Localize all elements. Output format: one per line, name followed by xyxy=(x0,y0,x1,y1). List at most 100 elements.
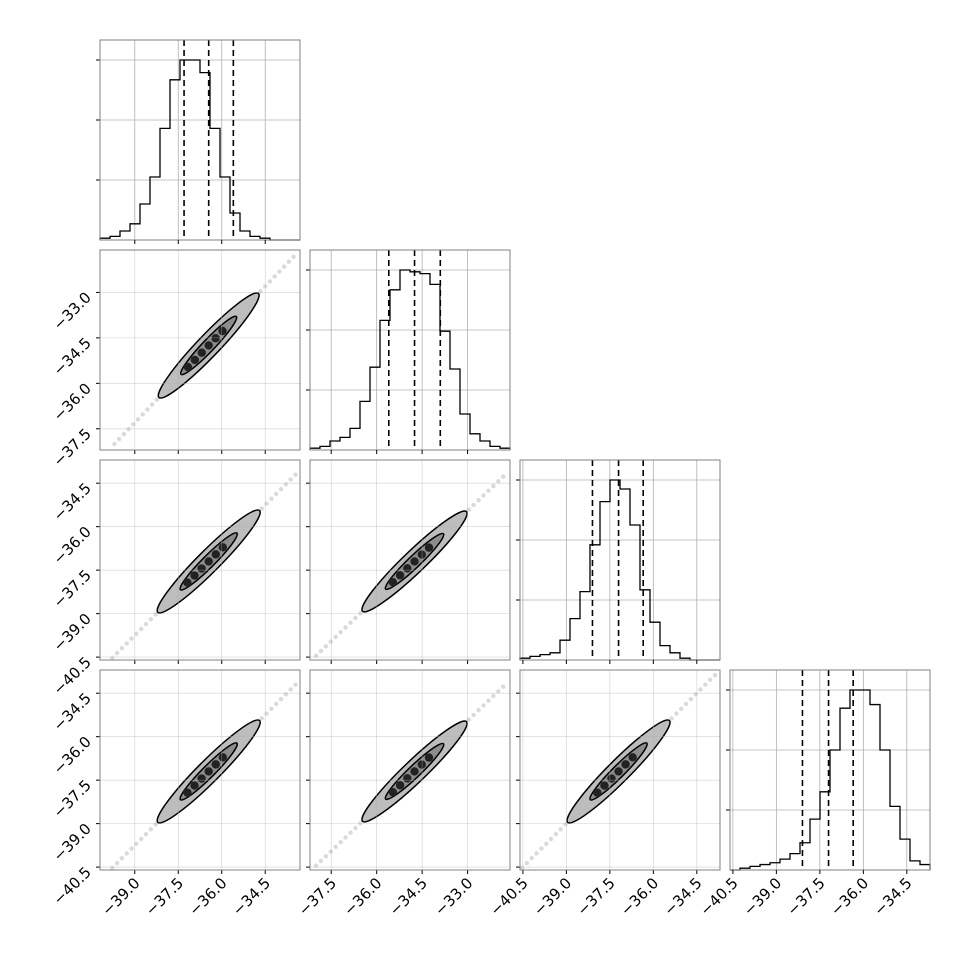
panel-frame xyxy=(99,459,301,661)
x-tick-label: −39.0 xyxy=(98,874,143,919)
histogram-step xyxy=(99,59,300,241)
sample-point xyxy=(476,707,481,713)
sample-point xyxy=(471,712,476,718)
sample-point xyxy=(134,841,139,846)
density-point xyxy=(614,767,623,776)
sample-point xyxy=(466,717,471,722)
sample-point xyxy=(496,689,501,694)
density-point xyxy=(593,788,602,797)
x-tick-label: −37.5 xyxy=(573,874,618,919)
sample-point xyxy=(539,846,544,851)
panel-frame xyxy=(519,459,721,661)
sample-point xyxy=(148,827,154,832)
sample-point xyxy=(138,836,144,842)
sample-point xyxy=(288,687,293,692)
density-point xyxy=(417,550,426,559)
sample-point xyxy=(519,865,525,871)
sample-point xyxy=(688,696,694,702)
density-point xyxy=(190,781,199,790)
sample-point xyxy=(293,472,298,477)
sample-point xyxy=(114,650,120,656)
sample-point xyxy=(683,701,689,707)
sample-point xyxy=(121,431,127,437)
sample-point xyxy=(138,626,144,632)
sample-point xyxy=(110,865,115,871)
density-point xyxy=(211,760,220,769)
panel-frame xyxy=(519,669,721,871)
x-tick-label: −40.5 xyxy=(486,874,531,919)
density-point xyxy=(183,362,193,372)
sample-point xyxy=(548,836,554,842)
sample-point xyxy=(148,617,154,622)
density-point xyxy=(410,767,419,776)
x-tick-label: −34.5 xyxy=(660,874,705,919)
panel-frame xyxy=(99,669,301,871)
sample-point xyxy=(558,827,563,832)
sample-point xyxy=(698,687,703,692)
sample-point xyxy=(529,856,534,861)
sample-point xyxy=(486,698,491,703)
sample-point xyxy=(679,706,684,711)
sample-point xyxy=(278,696,284,702)
density-point xyxy=(600,781,609,790)
x-tick-label: −40.5 xyxy=(696,874,741,919)
y-tick-label: −34.5 xyxy=(50,334,95,379)
density-point xyxy=(424,753,434,762)
sample-point xyxy=(693,692,698,697)
sample-point xyxy=(278,486,284,492)
density-point xyxy=(190,355,200,365)
sample-point xyxy=(348,620,353,625)
histogram-panel-1 xyxy=(306,249,511,454)
sample-point xyxy=(333,634,338,640)
sample-point xyxy=(338,839,343,845)
histogram-panel-2 xyxy=(516,459,721,664)
sample-point xyxy=(353,615,358,621)
sample-point xyxy=(112,441,117,447)
sample-point xyxy=(140,412,145,417)
density-point xyxy=(621,760,630,769)
sample-point xyxy=(129,846,134,851)
density-point xyxy=(395,781,405,790)
sample-point xyxy=(119,646,125,651)
sample-point xyxy=(481,493,486,498)
sample-point xyxy=(145,407,150,412)
histogram-step xyxy=(519,479,720,661)
sample-point xyxy=(283,482,289,487)
scatter-panel-0-1 xyxy=(96,249,301,454)
y-tick-label: −40.5 xyxy=(50,653,95,698)
sample-point xyxy=(501,684,506,689)
y-tick-label: −34.5 xyxy=(50,479,95,524)
x-tick-label: −39.0 xyxy=(530,874,575,919)
y-tick-label: −33.0 xyxy=(50,289,95,334)
density-point xyxy=(190,571,199,580)
sample-point xyxy=(328,849,333,854)
density-point xyxy=(388,577,398,587)
sample-point xyxy=(124,641,129,646)
panel-background xyxy=(520,460,720,660)
y-tick-label: −39.0 xyxy=(50,610,95,655)
sample-point xyxy=(110,655,115,661)
x-tick-label: −36.0 xyxy=(617,874,662,919)
density-point xyxy=(183,578,192,587)
y-tick-label: −36.0 xyxy=(50,379,95,424)
density-point xyxy=(211,550,220,559)
sample-point xyxy=(277,269,282,274)
panel-background xyxy=(310,250,510,450)
sample-point xyxy=(273,491,279,497)
x-tick-label: −37.5 xyxy=(295,874,340,919)
histogram-step xyxy=(309,269,511,450)
sample-point xyxy=(323,854,329,859)
sample-point xyxy=(674,711,679,716)
density-point xyxy=(607,774,616,783)
sample-point xyxy=(153,612,158,617)
x-tick-label: −37.5 xyxy=(783,874,828,919)
sample-point xyxy=(281,264,287,269)
density-point xyxy=(417,760,426,769)
sample-point xyxy=(491,693,496,699)
x-tick-label: −36.0 xyxy=(340,874,385,919)
sample-point xyxy=(323,644,329,649)
sample-point xyxy=(534,851,539,856)
y-tick-label: −34.5 xyxy=(50,689,95,734)
sample-point xyxy=(134,631,139,636)
